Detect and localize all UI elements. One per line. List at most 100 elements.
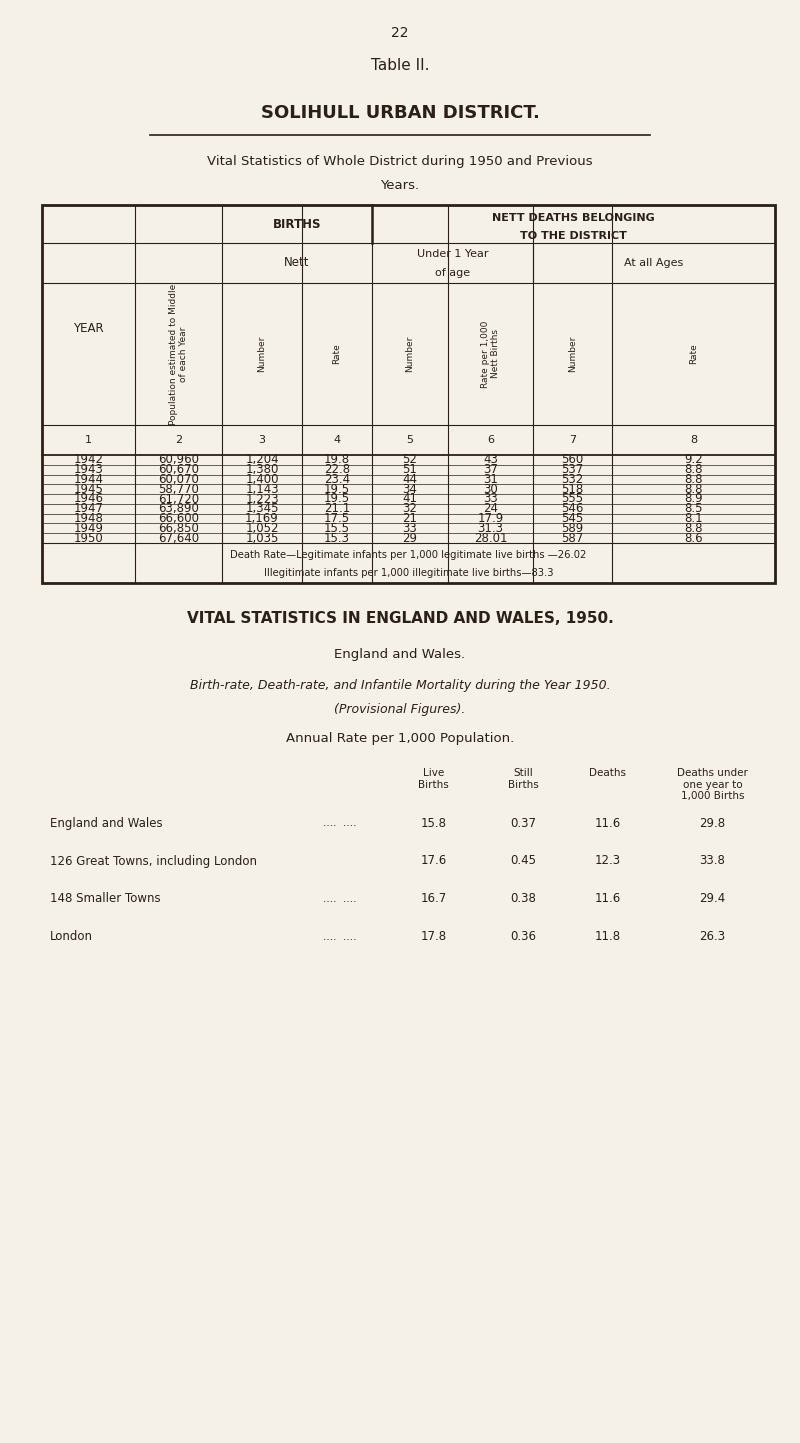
Text: VITAL STATISTICS IN ENGLAND AND WALES, 1950.: VITAL STATISTICS IN ENGLAND AND WALES, 1… — [186, 610, 614, 625]
Text: Rate: Rate — [333, 343, 342, 365]
Text: London: London — [50, 931, 93, 944]
Text: 43: 43 — [483, 453, 498, 466]
Text: 30: 30 — [483, 483, 498, 496]
Text: England and Wales: England and Wales — [50, 817, 162, 830]
Text: 8.8: 8.8 — [684, 473, 702, 486]
Text: 532: 532 — [562, 473, 584, 486]
Text: 560: 560 — [562, 453, 584, 466]
Text: Number: Number — [258, 336, 266, 372]
Text: 24: 24 — [483, 502, 498, 515]
Text: 32: 32 — [402, 502, 418, 515]
Text: 3: 3 — [258, 434, 266, 444]
Text: 11.6: 11.6 — [594, 893, 621, 906]
Text: Live
Births: Live Births — [418, 768, 449, 789]
Text: 22.8: 22.8 — [324, 463, 350, 476]
Text: YEAR: YEAR — [73, 322, 104, 336]
Text: 8.8: 8.8 — [684, 522, 702, 535]
Text: 8.5: 8.5 — [684, 502, 702, 515]
Text: TO THE DISTRICT: TO THE DISTRICT — [520, 231, 627, 241]
Text: 1950: 1950 — [74, 531, 103, 544]
Text: 587: 587 — [562, 531, 584, 544]
Text: 1,223: 1,223 — [245, 492, 279, 505]
Text: 15.8: 15.8 — [421, 817, 446, 830]
Text: Death Rate—Legitimate infants per 1,000 legitimate live births —26.02: Death Rate—Legitimate infants per 1,000 … — [230, 550, 586, 560]
Text: 11.6: 11.6 — [594, 817, 621, 830]
Text: of age: of age — [435, 268, 470, 278]
Text: 19.5: 19.5 — [324, 492, 350, 505]
Text: 126 Great Towns, including London: 126 Great Towns, including London — [50, 854, 257, 867]
Text: 1,143: 1,143 — [245, 483, 279, 496]
Text: 33: 33 — [402, 522, 418, 535]
Text: 23.4: 23.4 — [324, 473, 350, 486]
Text: 16.7: 16.7 — [420, 893, 446, 906]
Text: 52: 52 — [402, 453, 418, 466]
Text: Deaths: Deaths — [589, 768, 626, 778]
Text: Under 1 Year: Under 1 Year — [417, 250, 488, 258]
Text: 34: 34 — [402, 483, 418, 496]
Bar — [42, 205, 775, 583]
Text: 29.8: 29.8 — [699, 817, 726, 830]
Text: 0.38: 0.38 — [510, 893, 537, 906]
Text: 8: 8 — [690, 434, 697, 444]
Text: 6: 6 — [487, 434, 494, 444]
Text: 17.5: 17.5 — [324, 512, 350, 525]
Text: Table II.: Table II. — [370, 58, 430, 72]
Text: 17.6: 17.6 — [420, 854, 446, 867]
Text: 1945: 1945 — [74, 483, 103, 496]
Text: 31.3: 31.3 — [478, 522, 503, 535]
Text: 148 Smaller Towns: 148 Smaller Towns — [50, 893, 161, 906]
Text: Annual Rate per 1,000 Population.: Annual Rate per 1,000 Population. — [286, 732, 514, 745]
Text: ....  ....: .... .... — [323, 895, 357, 903]
Text: BIRTHS: BIRTHS — [273, 218, 322, 231]
Text: 589: 589 — [562, 522, 584, 535]
Text: 29: 29 — [402, 531, 418, 544]
Text: 546: 546 — [562, 502, 584, 515]
Text: 2: 2 — [175, 434, 182, 444]
Text: 8.9: 8.9 — [684, 492, 703, 505]
Text: Vital Statistics of Whole District during 1950 and Previous: Vital Statistics of Whole District durin… — [207, 154, 593, 167]
Text: 61,720: 61,720 — [158, 492, 199, 505]
Text: 9.2: 9.2 — [684, 453, 703, 466]
Text: 66,850: 66,850 — [158, 522, 199, 535]
Text: 12.3: 12.3 — [594, 854, 621, 867]
Text: 1,035: 1,035 — [246, 531, 278, 544]
Text: 66,600: 66,600 — [158, 512, 199, 525]
Text: 8.8: 8.8 — [684, 483, 702, 496]
Text: 0.45: 0.45 — [510, 854, 537, 867]
Text: 1947: 1947 — [74, 502, 103, 515]
Text: 63,890: 63,890 — [158, 502, 199, 515]
Text: Birth-rate, Death-rate, and Infantile Mortality during the Year 1950.: Birth-rate, Death-rate, and Infantile Mo… — [190, 678, 610, 691]
Text: 44: 44 — [402, 473, 418, 486]
Text: 17.9: 17.9 — [478, 512, 504, 525]
Text: 60,670: 60,670 — [158, 463, 199, 476]
Text: 33: 33 — [483, 492, 498, 505]
Text: 26.3: 26.3 — [699, 931, 726, 944]
Text: 4: 4 — [334, 434, 341, 444]
Text: Rate per 1,000
Nett Births: Rate per 1,000 Nett Births — [481, 320, 500, 388]
Text: 518: 518 — [562, 483, 584, 496]
Text: 8.6: 8.6 — [684, 531, 703, 544]
Text: 21: 21 — [402, 512, 418, 525]
Text: Still
Births: Still Births — [508, 768, 539, 789]
Text: 31: 31 — [483, 473, 498, 486]
Text: Rate: Rate — [689, 343, 698, 365]
Text: 1944: 1944 — [74, 473, 103, 486]
Text: 8.1: 8.1 — [684, 512, 703, 525]
Text: 1,400: 1,400 — [246, 473, 278, 486]
Text: 1,380: 1,380 — [246, 463, 278, 476]
Text: 1948: 1948 — [74, 512, 103, 525]
Text: 19.8: 19.8 — [324, 453, 350, 466]
Text: 15.3: 15.3 — [324, 531, 350, 544]
Text: 51: 51 — [402, 463, 418, 476]
Text: 41: 41 — [402, 492, 418, 505]
Text: 1,345: 1,345 — [246, 502, 278, 515]
Text: Deaths under
one year to
1,000 Births: Deaths under one year to 1,000 Births — [677, 768, 748, 801]
Text: 58,770: 58,770 — [158, 483, 199, 496]
Text: SOLIHULL URBAN DISTRICT.: SOLIHULL URBAN DISTRICT. — [261, 104, 539, 123]
Text: 37: 37 — [483, 463, 498, 476]
Text: Number: Number — [568, 336, 577, 372]
Text: 28.01: 28.01 — [474, 531, 507, 544]
Text: 8.8: 8.8 — [684, 463, 702, 476]
Text: Illegitimate infants per 1,000 illegitimate live births—83.3: Illegitimate infants per 1,000 illegitim… — [264, 569, 554, 579]
Text: England and Wales.: England and Wales. — [334, 648, 466, 661]
